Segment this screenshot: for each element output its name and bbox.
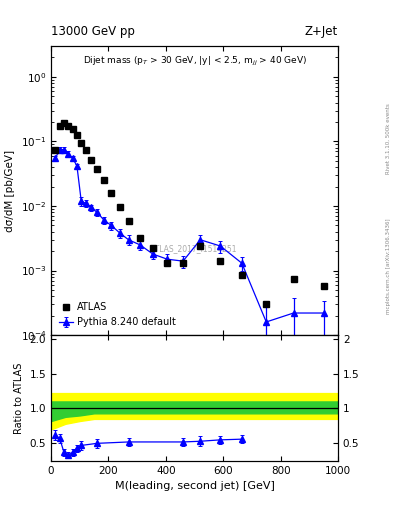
ATLAS — [118, 204, 122, 210]
ATLAS — [79, 140, 84, 146]
ATLAS — [62, 120, 66, 126]
Text: Z+Jet: Z+Jet — [305, 26, 338, 38]
ATLAS — [89, 157, 94, 163]
ATLAS — [218, 258, 223, 264]
Text: Rivet 3.1.10, 500k events: Rivet 3.1.10, 500k events — [386, 103, 391, 174]
ATLAS — [239, 272, 244, 278]
Text: ATLAS_2017_I1514251: ATLAS_2017_I1514251 — [151, 244, 238, 253]
ATLAS — [83, 146, 88, 153]
Line: ATLAS: ATLAS — [52, 120, 327, 307]
ATLAS — [75, 132, 79, 138]
ATLAS — [181, 260, 185, 266]
ATLAS — [126, 218, 131, 224]
Text: mcplots.cern.ch [arXiv:1306.3436]: mcplots.cern.ch [arXiv:1306.3436] — [386, 219, 391, 314]
ATLAS — [165, 260, 170, 266]
Y-axis label: Ratio to ATLAS: Ratio to ATLAS — [14, 362, 24, 434]
ATLAS — [66, 123, 71, 129]
Text: Dijet mass (p$_{T}$ > 30 GeV, |y| < 2.5, m$_{jj}$ > 40 GeV): Dijet mass (p$_{T}$ > 30 GeV, |y| < 2.5,… — [83, 55, 307, 68]
Y-axis label: dσ/dM [pb/GeV]: dσ/dM [pb/GeV] — [5, 150, 15, 231]
ATLAS — [102, 177, 107, 183]
ATLAS — [109, 190, 114, 196]
ATLAS — [95, 165, 99, 172]
ATLAS — [138, 235, 142, 241]
ATLAS — [151, 245, 155, 251]
ATLAS — [321, 283, 326, 289]
X-axis label: M(leading, second jet) [GeV]: M(leading, second jet) [GeV] — [115, 481, 274, 491]
ATLAS — [291, 275, 296, 282]
ATLAS — [57, 123, 62, 129]
Legend: ATLAS, Pythia 8.240 default: ATLAS, Pythia 8.240 default — [56, 300, 179, 330]
ATLAS — [264, 301, 269, 307]
ATLAS — [70, 126, 75, 132]
ATLAS — [198, 243, 203, 249]
Text: 13000 GeV pp: 13000 GeV pp — [51, 26, 135, 38]
ATLAS — [53, 146, 58, 153]
